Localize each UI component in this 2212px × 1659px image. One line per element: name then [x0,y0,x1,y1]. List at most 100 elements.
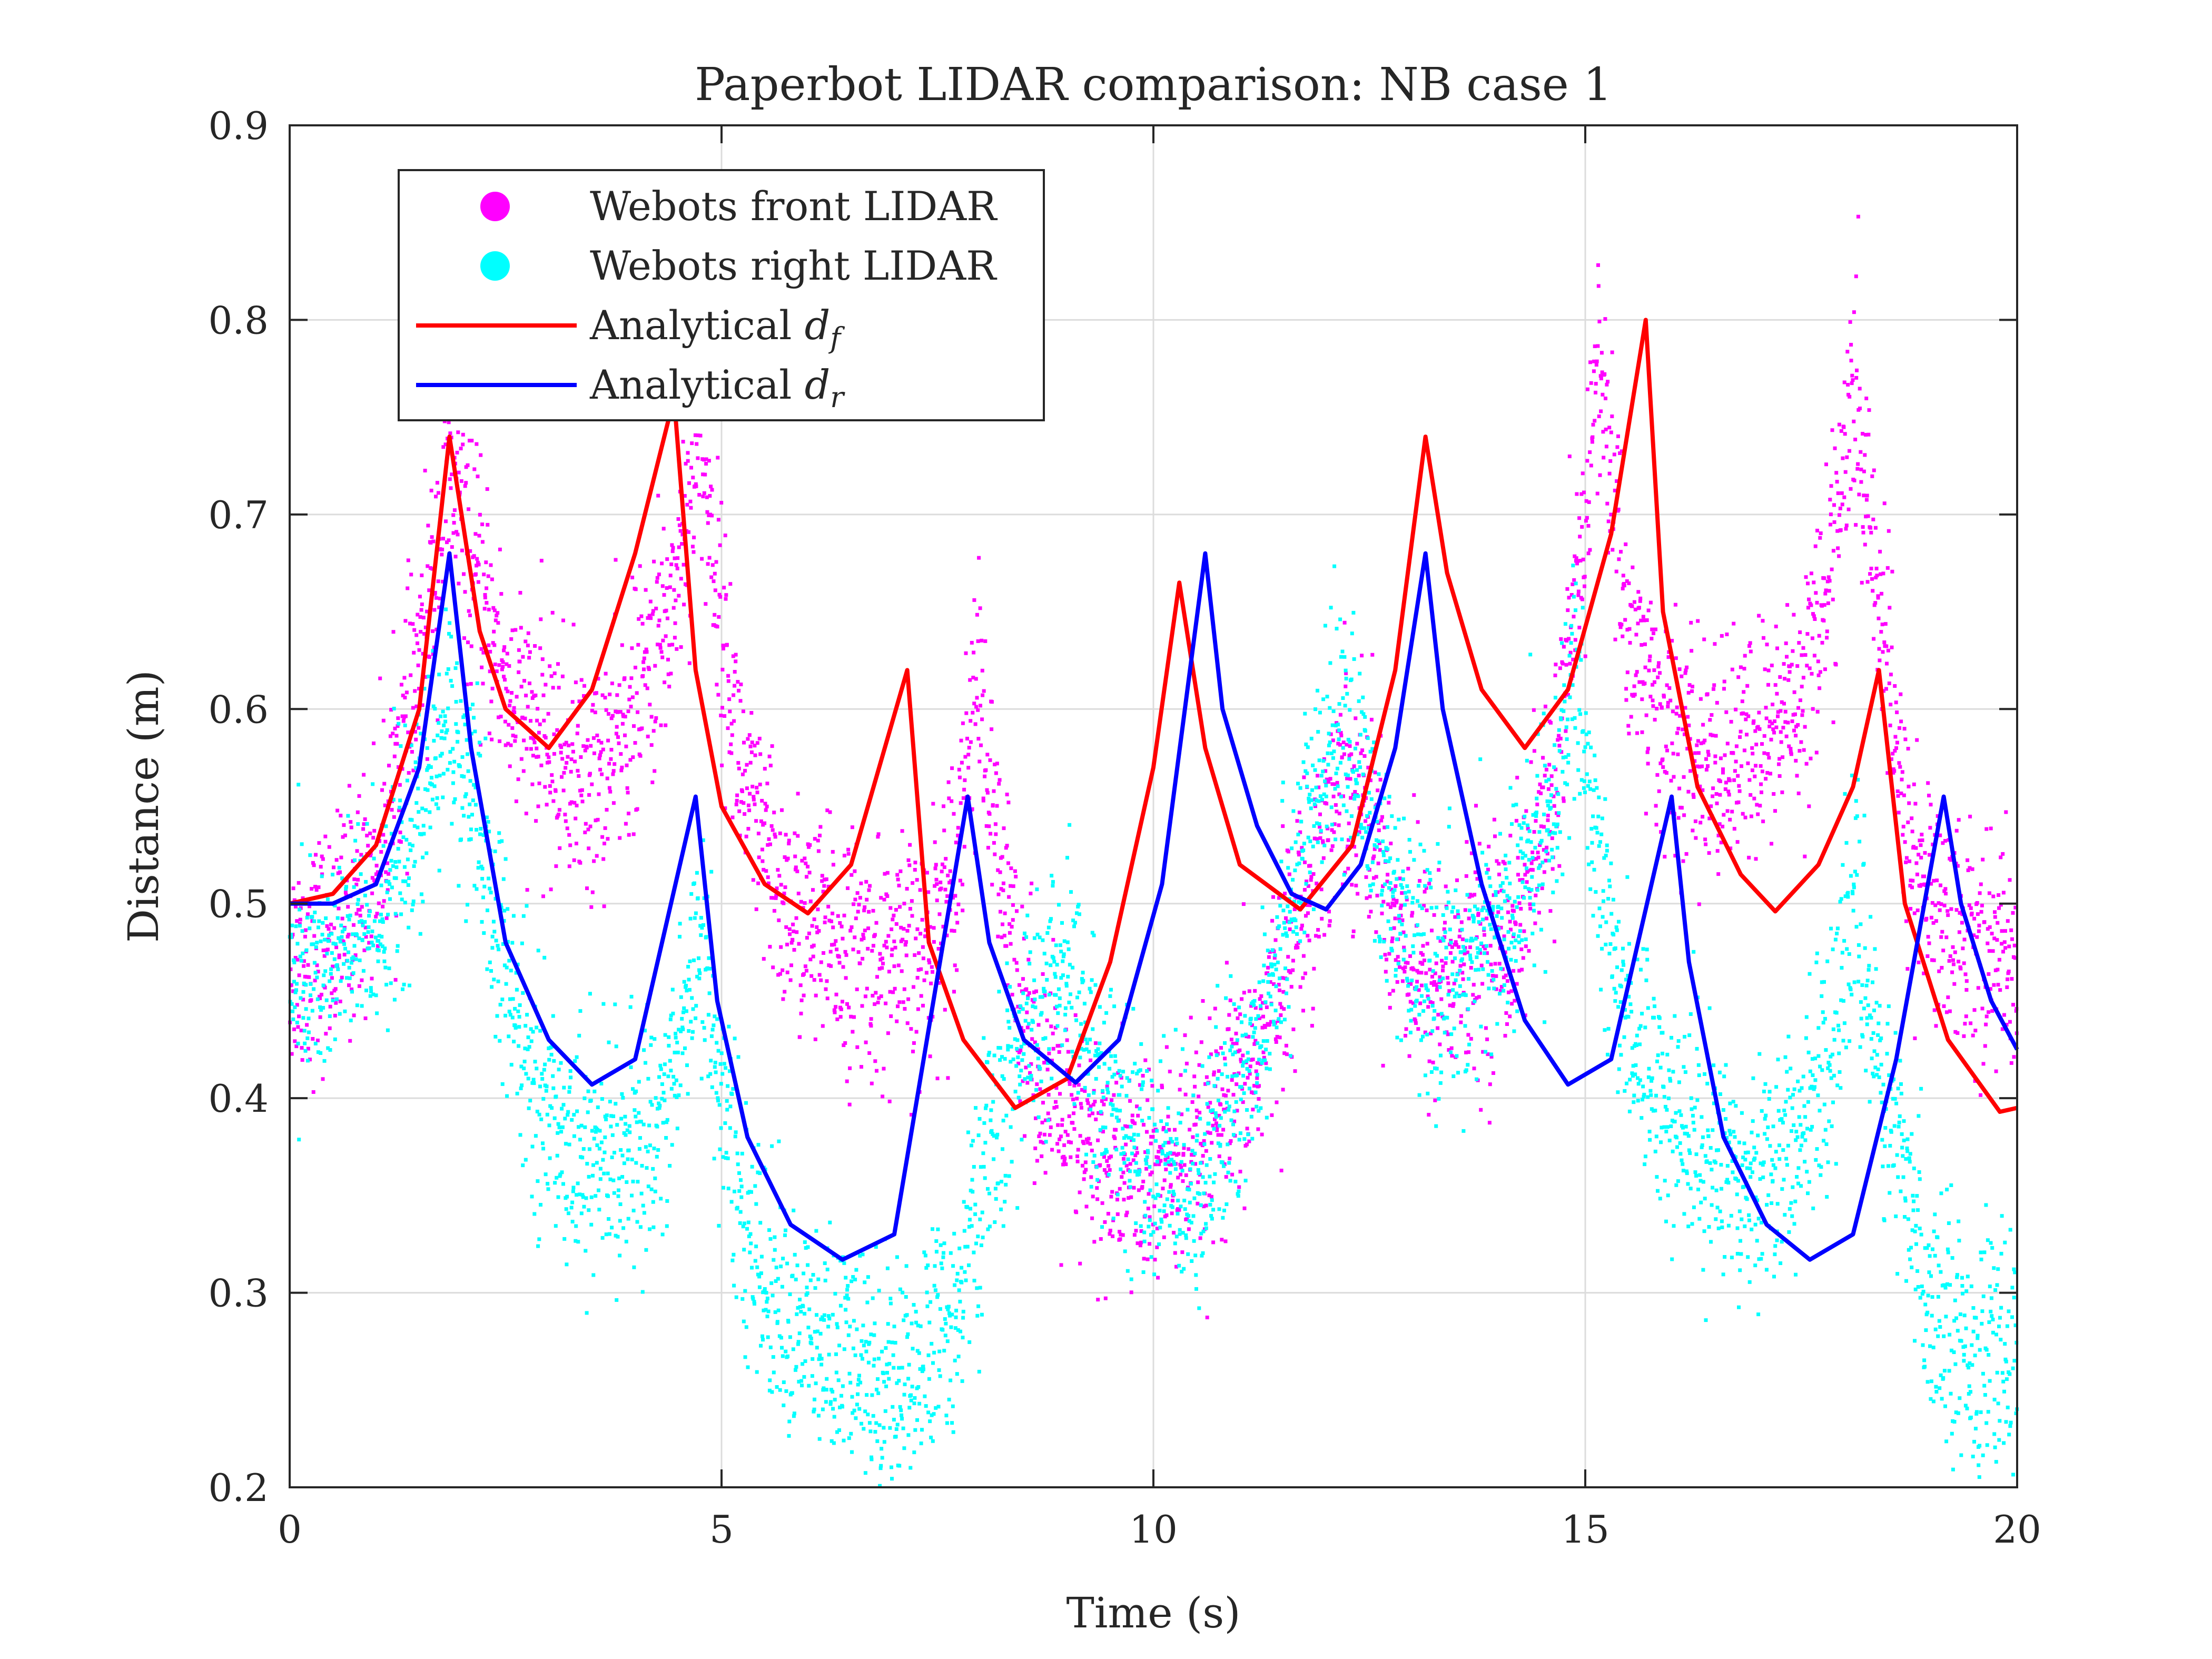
scatter-point [1268,980,1272,984]
scatter-point [1651,698,1655,703]
scatter-point [960,882,964,886]
scatter-point [715,1017,719,1021]
scatter-point [411,706,415,710]
scatter-point [1504,973,1508,977]
scatter-point [919,967,923,971]
scatter-point [774,1266,778,1270]
scatter-point [589,1222,594,1227]
scatter-point [752,797,756,802]
scatter-point [1075,1097,1079,1101]
scatter-point [1268,950,1272,954]
scatter-point [609,1124,613,1129]
scatter-point [1977,923,1981,927]
scatter-point [342,823,346,827]
scatter-point [329,972,333,976]
scatter-point [955,921,960,925]
scatter-point [1739,665,1743,669]
scatter-point [1204,1149,1208,1153]
scatter-point [1348,744,1352,748]
scatter-point [743,812,747,816]
scatter-point [1719,756,1723,761]
scatter-point [530,1194,534,1199]
scatter-point [661,1121,665,1125]
scatter-point [873,933,877,937]
scatter-point [451,770,456,774]
scatter-point [971,676,975,679]
scatter-point [443,719,448,724]
scatter-point [1303,860,1307,864]
scatter-point [1682,775,1686,779]
scatter-point [426,524,430,528]
scatter-point [487,643,491,647]
scatter-point [1537,911,1541,915]
scatter-point [426,766,430,770]
scatter-point [1648,695,1653,699]
scatter-point [1747,855,1751,860]
scatter-point [1975,901,1979,905]
scatter-point [682,562,686,567]
scatter-point [371,836,376,840]
scatter-point [654,716,658,720]
scatter-point [565,1194,569,1199]
scatter-point [1861,530,1865,535]
scatter-point [1485,951,1489,955]
scatter-point [1767,724,1772,728]
scatter-point [794,1277,798,1281]
scatter-point [472,884,477,888]
scatter-point [1732,778,1736,782]
scatter-point [293,990,298,994]
scatter-point [489,563,493,567]
scatter-point [1180,1112,1184,1117]
scatter-point [343,1009,347,1013]
scatter-point [1464,874,1468,878]
scatter-point [713,1014,717,1019]
scatter-point [325,897,330,901]
scatter-point [482,607,487,611]
scatter-point [729,722,734,726]
scatter-point [860,1004,864,1008]
scatter-point [472,783,476,787]
scatter-point [733,1134,737,1139]
scatter-point [408,745,412,749]
scatter-point [944,857,948,861]
scatter-point [1264,1061,1268,1065]
scatter-point [1132,1186,1136,1190]
scatter-point [1687,723,1691,727]
scatter-point [647,667,651,671]
scatter-point [1342,752,1346,756]
scatter-point [403,723,407,727]
scatter-point [1273,938,1278,942]
scatter-point [291,989,295,993]
scatter-point [1801,646,1805,650]
scatter-point [377,949,381,953]
scatter-point [763,802,767,806]
scatter-point [337,955,341,960]
scatter-point [974,705,979,709]
scatter-point [780,1346,784,1350]
scatter-point [1836,546,1840,550]
scatter-point [1961,946,1965,951]
scatter-point [1099,1237,1103,1241]
scatter-point [335,916,340,920]
scatter-point [890,953,894,957]
scatter-point [641,1122,646,1127]
scatter-point [1913,802,1918,806]
scatter-point [753,1302,756,1306]
scatter-point [639,614,644,618]
scatter-point [795,930,799,934]
scatter-point [589,744,593,748]
scatter-point [603,842,606,846]
scatter-point [1750,746,1754,750]
scatter-point [1311,872,1316,876]
scatter-point [1969,1021,1973,1025]
scatter-point [1944,935,1949,940]
scatter-point [1525,880,1529,884]
scatter-point [1760,742,1764,746]
scatter-point [480,522,485,527]
scatter-point [900,829,904,833]
scatter-point [1591,422,1595,427]
scatter-point [651,1225,656,1229]
scatter-point [1340,755,1344,759]
scatter-point [1432,913,1436,917]
scatter-point [1743,815,1747,819]
